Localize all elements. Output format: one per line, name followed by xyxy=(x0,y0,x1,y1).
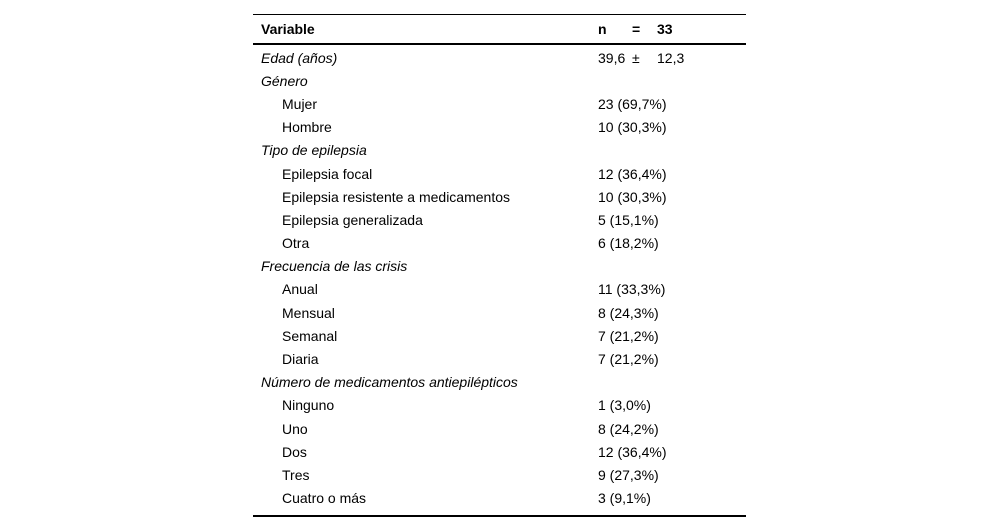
header-variable-label: Variable xyxy=(261,21,315,37)
row-value-part: 12,3 xyxy=(657,49,685,66)
header-n-symbol: n xyxy=(598,21,607,37)
row-label: Número de medicamentos antiepilépticos xyxy=(261,374,518,391)
row-value: 39,6 ±12,3 xyxy=(598,51,746,65)
row-value: 7 (21,2%) xyxy=(598,327,659,344)
table-row: Género xyxy=(253,69,746,92)
row-label: Frecuencia de las crisis xyxy=(261,258,408,275)
table-body: Edad (años) 39,6 ±12,3 Género Mujer 23 (69,7%… xyxy=(253,45,746,515)
row-label: Hombre xyxy=(282,119,332,136)
row-label: Semanal xyxy=(282,327,338,344)
row-label: Dos xyxy=(282,443,307,460)
row-value-part: 39,6 xyxy=(598,49,626,66)
table-row: Otra 6 (18,2%) xyxy=(253,232,746,255)
table-row: Diaria 7 (21,2%) xyxy=(253,347,746,370)
row-label: Uno xyxy=(282,420,308,437)
header-equals-sign: = xyxy=(632,21,641,37)
table-row: Epilepsia resistente a medicamentos 10 (3… xyxy=(253,185,746,208)
row-label: Tipo de epilepsia xyxy=(261,142,367,159)
table-row: Epilepsia focal 12 (36,4%) xyxy=(253,162,746,185)
row-label: Anual xyxy=(282,281,318,298)
row-label: Cuatro o más xyxy=(282,490,367,507)
row-label: Ninguno xyxy=(282,397,335,414)
table-row: Mensual 8 (24,3%) xyxy=(253,301,746,324)
table-row: Tipo de epilepsia xyxy=(253,139,746,162)
demographics-table: Variable n = 33 Edad (años) 39,6 ±12,3 Géne… xyxy=(253,14,746,517)
row-label: Epilepsia focal xyxy=(282,165,373,182)
row-value: 12 (36,4%) xyxy=(598,443,667,460)
table-row: Número de medicamentos antiepilépticos xyxy=(253,371,746,394)
table-row: Uno 8 (24,2%) xyxy=(253,417,746,440)
row-label: Epilepsia resistente a medicamentos xyxy=(282,188,511,205)
row-value: 10 (30,3%) xyxy=(598,119,667,136)
table-row: Hombre 10 (30,3%) xyxy=(253,116,746,139)
table-row: Frecuencia de las crisis xyxy=(253,255,746,278)
row-label: Género xyxy=(261,72,308,89)
row-label: Mensual xyxy=(282,304,335,321)
row-value: 8 (24,2%) xyxy=(598,420,659,437)
row-value: 23 (69,7%) xyxy=(598,95,667,112)
table-row: Epilepsia generalizada 5 (15,1%) xyxy=(253,208,746,231)
row-value: 11 (33,3%) xyxy=(598,281,666,298)
table-row: Edad (años) 39,6 ±12,3 xyxy=(253,46,746,69)
row-value: 9 (27,3%) xyxy=(598,466,659,483)
row-value-part: ± xyxy=(632,49,640,66)
row-label: Tres xyxy=(282,466,310,483)
table-row: Dos 12 (36,4%) xyxy=(253,440,746,463)
header-n-count: 33 xyxy=(657,21,673,37)
table-header-row: Variable n = 33 xyxy=(253,15,746,45)
row-value: 10 (30,3%) xyxy=(598,188,667,205)
row-label: Edad (años) xyxy=(261,49,338,66)
header-n-value: n = 33 xyxy=(598,21,746,37)
row-label: Otra xyxy=(282,235,310,252)
table-row: Anual 11 (33,3%) xyxy=(253,278,746,301)
row-value: 3 (9,1%) xyxy=(598,490,651,507)
row-label: Epilepsia generalizada xyxy=(282,211,423,228)
table-row: Semanal 7 (21,2%) xyxy=(253,324,746,347)
row-label: Mujer xyxy=(282,95,318,112)
row-value: 8 (24,3%) xyxy=(598,304,659,321)
table-row: Tres 9 (27,3%) xyxy=(253,463,746,486)
row-value: 12 (36,4%) xyxy=(598,165,667,182)
table-row: Ninguno 1 (3,0%) xyxy=(253,394,746,417)
row-value: 5 (15,1%) xyxy=(598,211,659,228)
row-label: Diaria xyxy=(282,351,319,368)
row-value: 6 (18,2%) xyxy=(598,235,659,252)
row-value: 7 (21,2%) xyxy=(598,351,659,368)
row-value: 1 (3,0%) xyxy=(598,397,651,414)
table-row: Cuatro o más 3 (9,1%) xyxy=(253,487,746,510)
table-row: Mujer 23 (69,7%) xyxy=(253,92,746,115)
